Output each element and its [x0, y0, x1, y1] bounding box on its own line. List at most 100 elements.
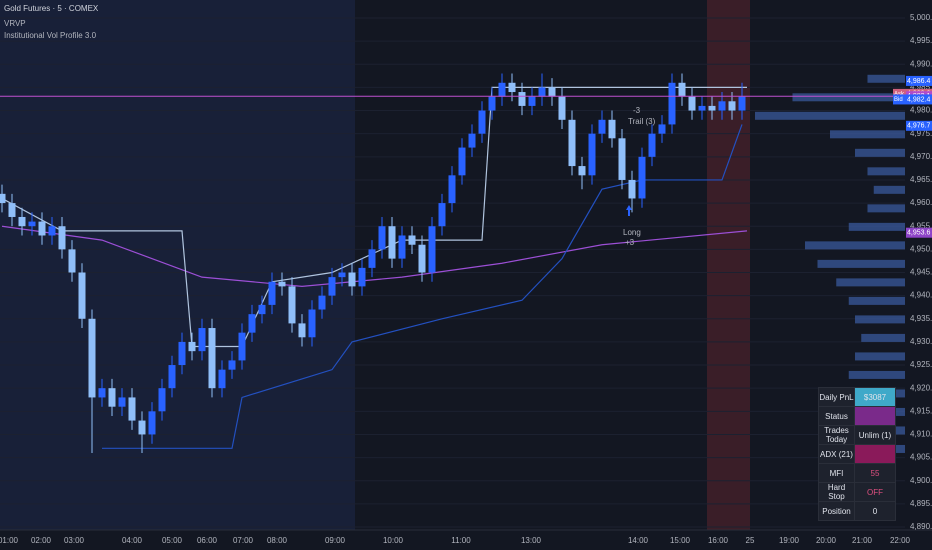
- y-tick-label: 4,895.0: [910, 499, 932, 508]
- candle-body: [188, 341, 196, 352]
- x-tick-label: 15:00: [670, 536, 691, 545]
- indicator: Institutional Vol Profile 3.0: [4, 31, 97, 40]
- candle-body: [248, 314, 256, 333]
- profile-bar: [755, 111, 905, 120]
- candle-body: [318, 295, 326, 310]
- x-tick-label: 22:00: [890, 536, 911, 545]
- profile-bar: [855, 352, 905, 361]
- indicator: VRVP: [4, 19, 26, 28]
- candle-body: [358, 267, 366, 287]
- candle-body: [268, 281, 276, 305]
- candle-body: [418, 244, 426, 273]
- candle-body: [378, 226, 386, 250]
- candle-body: [698, 105, 706, 111]
- candle-body: [458, 147, 466, 176]
- x-tick-label: 09:00: [325, 536, 346, 545]
- candle-body: [258, 304, 266, 315]
- x-tick-label: 10:00: [383, 536, 404, 545]
- candle-body: [588, 133, 596, 176]
- candle-body: [68, 249, 76, 273]
- candle-body: [638, 156, 646, 199]
- y-tick-label: 4,930.0: [910, 337, 932, 346]
- price-tag: [906, 75, 932, 86]
- candle-body: [218, 369, 226, 389]
- profile-bar: [848, 296, 905, 305]
- cell: $3087: [854, 387, 896, 407]
- y-tick-label: 5,000.0: [910, 13, 932, 22]
- candle-body: [568, 119, 576, 167]
- candle-body: [168, 365, 176, 389]
- candle-body: [448, 175, 456, 204]
- tag-box: [893, 94, 906, 105]
- candle-body: [98, 388, 106, 398]
- indicator-line: [102, 124, 743, 449]
- candle-body: [728, 101, 736, 111]
- candle-body: [518, 92, 526, 106]
- candle-body: [628, 179, 636, 199]
- candle-body: [678, 82, 686, 97]
- candle-body: [0, 193, 6, 204]
- profile-bar: [848, 370, 905, 379]
- candle-body: [338, 272, 346, 278]
- profile-bar: [805, 241, 905, 250]
- x-tick-label: 14:00: [628, 536, 649, 545]
- profile-bar: [817, 259, 905, 268]
- profile-bar: [848, 222, 905, 231]
- x-tick-label: 02:00: [31, 536, 52, 545]
- x-tick-label: 05:00: [162, 536, 183, 545]
- price-tag-label: 4,976.7: [907, 123, 930, 130]
- x-tick-label: 06:00: [197, 536, 218, 545]
- y-tick-label: 4,940.0: [910, 291, 932, 300]
- candle-body: [8, 203, 16, 217]
- y-tick-label: 4,915.0: [910, 406, 932, 415]
- candle-body: [208, 328, 216, 389]
- cell: MFI: [818, 463, 855, 483]
- candle-body: [648, 133, 656, 157]
- price-tag-label: 4,986.4: [907, 78, 930, 85]
- x-tick-label: 20:00: [816, 536, 837, 545]
- candle-body: [598, 119, 606, 134]
- candle-body: [48, 226, 56, 236]
- candle-body: [668, 82, 676, 125]
- y-tick-label: 4,980.0: [910, 106, 932, 115]
- candle-body: [198, 328, 206, 352]
- candle-body: [618, 138, 626, 180]
- y-tick-label: 4,925.0: [910, 360, 932, 369]
- candle-body: [498, 82, 506, 97]
- cell: Position: [818, 501, 855, 521]
- tag-box: [893, 88, 906, 99]
- annotation: +3: [625, 238, 635, 247]
- cell: Daily PnL: [818, 387, 855, 407]
- cell: 55: [854, 463, 896, 483]
- candle-body: [708, 105, 716, 111]
- tag-label: Bid: [894, 97, 903, 103]
- candle-body: [348, 272, 356, 287]
- candle-body: [308, 309, 316, 338]
- status-table: Daily PnL $3087 Status Trades Today Unlim …: [818, 387, 896, 521]
- price-tag: [906, 94, 932, 105]
- x-tick-label: 01:00: [0, 536, 19, 545]
- candle-body: [328, 277, 336, 296]
- x-tick-label: 11:00: [451, 536, 471, 545]
- profile-bar: [867, 167, 905, 176]
- candle-body: [408, 235, 416, 245]
- profile-bar: [861, 333, 905, 342]
- y-tick-label: 4,950.0: [910, 244, 932, 253]
- y-tick-label: 4,995.0: [910, 36, 932, 45]
- candle-body: [658, 124, 666, 134]
- y-tick-label: 4,985.0: [910, 83, 932, 92]
- candle-body: [278, 281, 286, 287]
- candle-body: [478, 110, 486, 134]
- candle-body: [118, 397, 126, 407]
- y-tick-label: 4,910.0: [910, 430, 932, 439]
- candle-body: [738, 96, 746, 111]
- y-tick-label: 4,960.0: [910, 198, 932, 207]
- price-tag: [906, 120, 932, 131]
- y-tick-label: 4,900.0: [910, 476, 932, 485]
- candle-body: [108, 388, 116, 407]
- x-tick-label: 07:00: [233, 536, 254, 545]
- cell: [854, 444, 896, 464]
- symbol: Gold Futures · 5 · COMEX: [4, 4, 99, 13]
- y-tick-label: 4,955.0: [910, 221, 932, 230]
